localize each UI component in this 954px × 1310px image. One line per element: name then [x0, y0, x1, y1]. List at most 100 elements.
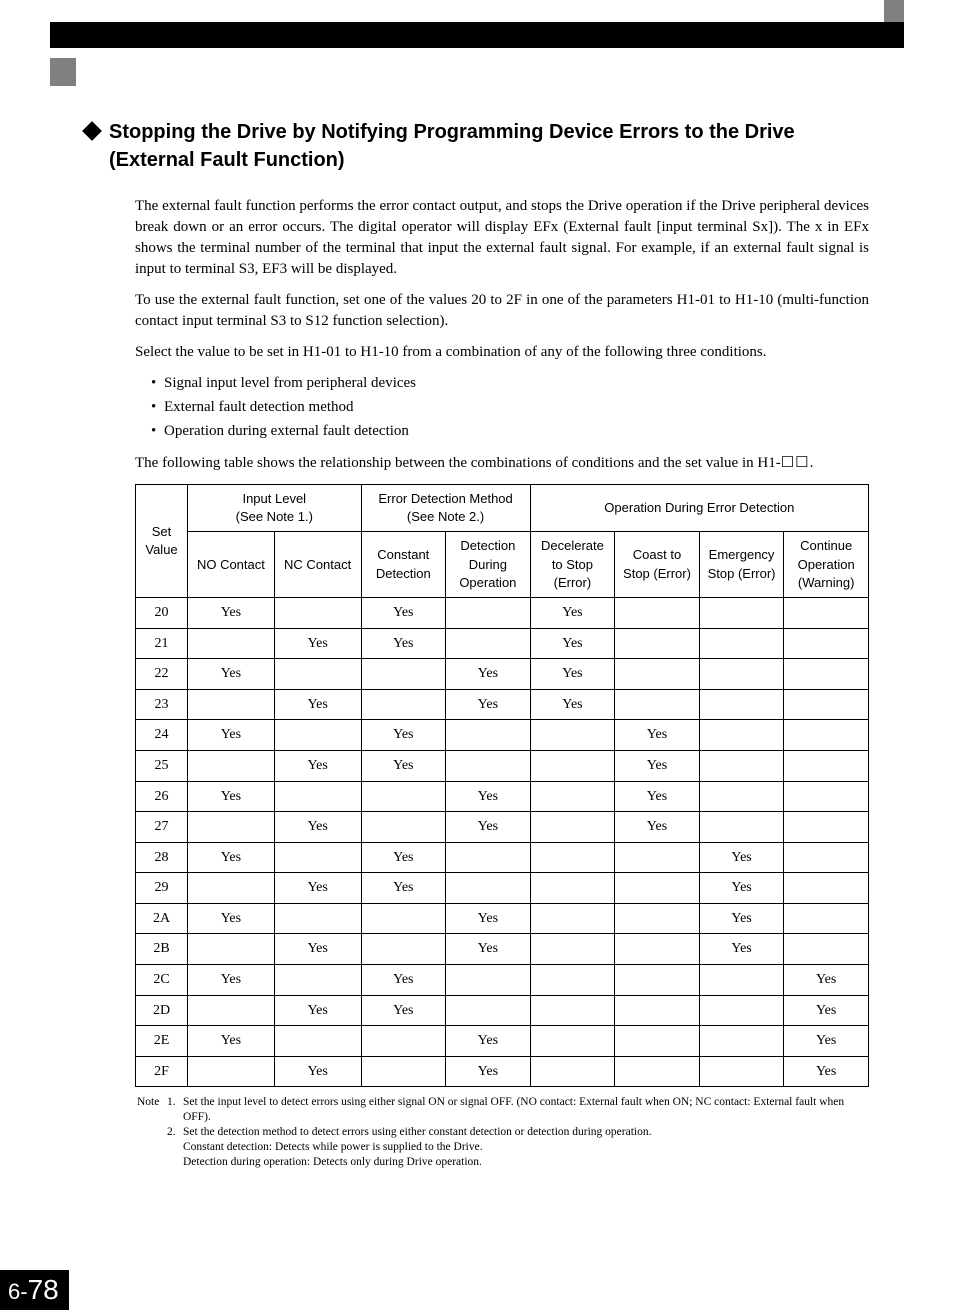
cell-value [615, 873, 700, 904]
cell-set-value: 2C [136, 965, 188, 996]
table-row: 24YesYesYes [136, 720, 869, 751]
note-1-text: Set the input level to detect errors usi… [181, 1095, 869, 1125]
cell-value: Yes [699, 934, 784, 965]
cell-value [530, 934, 615, 965]
cell-value [446, 720, 531, 751]
cell-value: Yes [784, 1026, 869, 1057]
cell-value [530, 812, 615, 843]
cell-value [615, 597, 700, 628]
cell-value: Yes [615, 750, 700, 781]
cell-value: Yes [446, 781, 531, 812]
table-row: 26YesYesYes [136, 781, 869, 812]
cell-value [530, 903, 615, 934]
cell-value [188, 812, 275, 843]
cell-value [615, 995, 700, 1026]
cell-value: Yes [699, 842, 784, 873]
chapter-num: 6- [8, 1279, 28, 1304]
cell-value [274, 965, 361, 996]
cell-value [615, 628, 700, 659]
cell-value: Yes [446, 1056, 531, 1087]
cell-set-value: 24 [136, 720, 188, 751]
cell-set-value: 21 [136, 628, 188, 659]
cell-value [446, 965, 531, 996]
cell-set-value: 2D [136, 995, 188, 1026]
cell-value: Yes [446, 903, 531, 934]
cell-value [615, 1056, 700, 1087]
table-row: 20YesYesYes [136, 597, 869, 628]
cell-value: Yes [188, 903, 275, 934]
table-row: 21YesYesYes [136, 628, 869, 659]
table-row: 27YesYesYes [136, 812, 869, 843]
paragraph-3: Select the value to be set in H1-01 to H… [135, 342, 869, 363]
cell-value: Yes [530, 689, 615, 720]
th-set-value: Set Value [136, 485, 188, 598]
cell-set-value: 2A [136, 903, 188, 934]
th-coast: Coast to Stop (Error) [615, 532, 700, 598]
cell-value: Yes [274, 689, 361, 720]
cell-value: Yes [361, 597, 446, 628]
cell-set-value: 22 [136, 659, 188, 690]
cell-value: Yes [699, 873, 784, 904]
cell-value: Yes [446, 689, 531, 720]
cell-value: Yes [699, 903, 784, 934]
cell-set-value: 25 [136, 750, 188, 781]
th-input-level: Input Level(See Note 1.) [188, 485, 361, 532]
cell-value [784, 597, 869, 628]
list-item: Operation during external fault detectio… [151, 421, 869, 442]
cell-value: Yes [784, 995, 869, 1026]
cell-value: Yes [361, 995, 446, 1026]
cell-value: Yes [446, 934, 531, 965]
diamond-bullet-icon [82, 121, 102, 141]
cell-value [615, 903, 700, 934]
cell-value [188, 1056, 275, 1087]
cell-value [615, 934, 700, 965]
cell-value [530, 873, 615, 904]
cell-value [699, 1026, 784, 1057]
th-during-op: Detection During Operation [446, 532, 531, 598]
cell-value [784, 628, 869, 659]
list-item: Signal input level from peripheral devic… [151, 373, 869, 394]
cell-set-value: 2E [136, 1026, 188, 1057]
paragraph-1: The external fault function performs the… [135, 196, 869, 280]
fault-table: Set Value Input Level(See Note 1.) Error… [135, 484, 869, 1087]
cell-value [784, 934, 869, 965]
cell-value: Yes [188, 965, 275, 996]
cell-value [446, 628, 531, 659]
cell-value: Yes [615, 781, 700, 812]
table-row: 2FYesYesYes [136, 1056, 869, 1087]
cell-value: Yes [188, 781, 275, 812]
cell-value [530, 995, 615, 1026]
table-row: 2AYesYesYes [136, 903, 869, 934]
p4-prefix: The following table shows the relationsh… [135, 455, 781, 471]
cell-value: Yes [274, 750, 361, 781]
cell-value: Yes [530, 659, 615, 690]
cell-value: Yes [274, 934, 361, 965]
cell-value [699, 812, 784, 843]
cell-value [188, 689, 275, 720]
cell-set-value: 2B [136, 934, 188, 965]
placeholder-squares-icon: ☐☐ [781, 454, 810, 471]
cell-value [615, 965, 700, 996]
cell-value: Yes [188, 597, 275, 628]
conditions-list: Signal input level from peripheral devic… [135, 373, 869, 442]
cell-value [274, 903, 361, 934]
table-row: 2CYesYesYes [136, 965, 869, 996]
page-content: Stopping the Drive by Notifying Programm… [0, 48, 954, 1210]
cell-value [446, 873, 531, 904]
cell-value [699, 750, 784, 781]
table-row: 2B Yes Yes Yes [136, 934, 869, 965]
cell-value [784, 842, 869, 873]
cell-value [361, 689, 446, 720]
cell-value: Yes [274, 995, 361, 1026]
th-nc-contact: NC Contact [274, 532, 361, 598]
cell-value [615, 659, 700, 690]
cell-value [361, 781, 446, 812]
cell-set-value: 26 [136, 781, 188, 812]
list-item: External fault detection method [151, 397, 869, 418]
th-continue: Continue Operation (Warning) [784, 532, 869, 598]
cell-value: Yes [615, 812, 700, 843]
cell-value [274, 842, 361, 873]
cell-value [530, 750, 615, 781]
cell-value [530, 965, 615, 996]
th-decel: Decelerate to Stop (Error) [530, 532, 615, 598]
